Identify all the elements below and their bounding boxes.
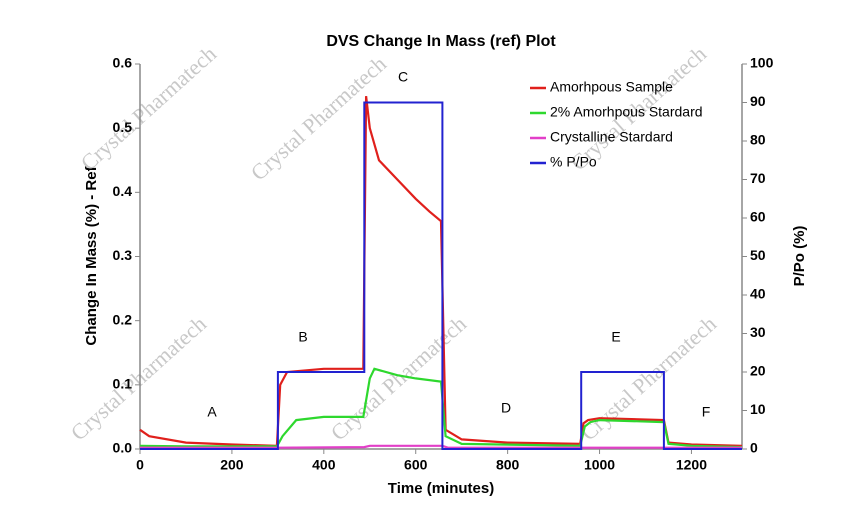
annotation: A xyxy=(207,404,217,420)
x-tick-label: 600 xyxy=(404,457,428,473)
y-tick-label: 0.0 xyxy=(113,440,133,456)
y2-tick-label: 0 xyxy=(750,440,758,456)
legend-label: 2% Amorhpous Stardard xyxy=(550,104,703,120)
annotation: B xyxy=(298,329,307,345)
y2-tick-label: 80 xyxy=(750,132,766,148)
y2-tick-label: 50 xyxy=(750,247,766,263)
x-tick-label: 400 xyxy=(312,457,336,473)
chart-title: DVS Change In Mass (ref) Plot xyxy=(326,33,556,50)
y2-tick-label: 40 xyxy=(750,286,766,302)
y-tick-label: 0.1 xyxy=(113,376,133,392)
annotation: C xyxy=(398,69,408,85)
watermark: Crystal Pharmatech xyxy=(576,311,721,445)
y-tick-label: 0.3 xyxy=(113,247,133,263)
y2-tick-label: 20 xyxy=(750,363,766,379)
watermark: Crystal Pharmatech xyxy=(76,41,221,175)
y-axis-label: Change In Mass (%) - Ref xyxy=(83,165,100,345)
x-tick-label: 1000 xyxy=(584,457,615,473)
y-tick-label: 0.5 xyxy=(113,119,133,135)
y2-tick-label: 70 xyxy=(750,170,766,186)
y2-tick-label: 60 xyxy=(750,209,766,225)
legend-label: Amorhpous Sample xyxy=(550,79,673,95)
y2-tick-label: 90 xyxy=(750,93,766,109)
x-axis-label: Time (minutes) xyxy=(388,480,494,497)
y-tick-label: 0.4 xyxy=(113,183,133,199)
y2-tick-label: 100 xyxy=(750,55,774,71)
annotation: F xyxy=(702,404,711,420)
annotation: E xyxy=(611,329,620,345)
watermark: Crystal Pharmatech xyxy=(326,311,471,445)
legend-label: % P/Po xyxy=(550,154,597,170)
series-line xyxy=(139,367,743,449)
y-tick-label: 0.2 xyxy=(113,311,133,327)
legend-label: Crystalline Stardard xyxy=(550,129,673,145)
x-tick-label: 200 xyxy=(220,457,244,473)
series-line xyxy=(140,101,742,450)
annotation: D xyxy=(501,400,511,416)
y2-tick-label: 10 xyxy=(750,401,766,417)
x-tick-label: 800 xyxy=(496,457,520,473)
y-tick-label: 0.6 xyxy=(113,55,133,71)
x-tick-label: 0 xyxy=(136,457,144,473)
x-tick-label: 1200 xyxy=(676,457,707,473)
y2-tick-label: 30 xyxy=(750,324,766,340)
y2-axis-label: P/Po (%) xyxy=(791,226,808,287)
